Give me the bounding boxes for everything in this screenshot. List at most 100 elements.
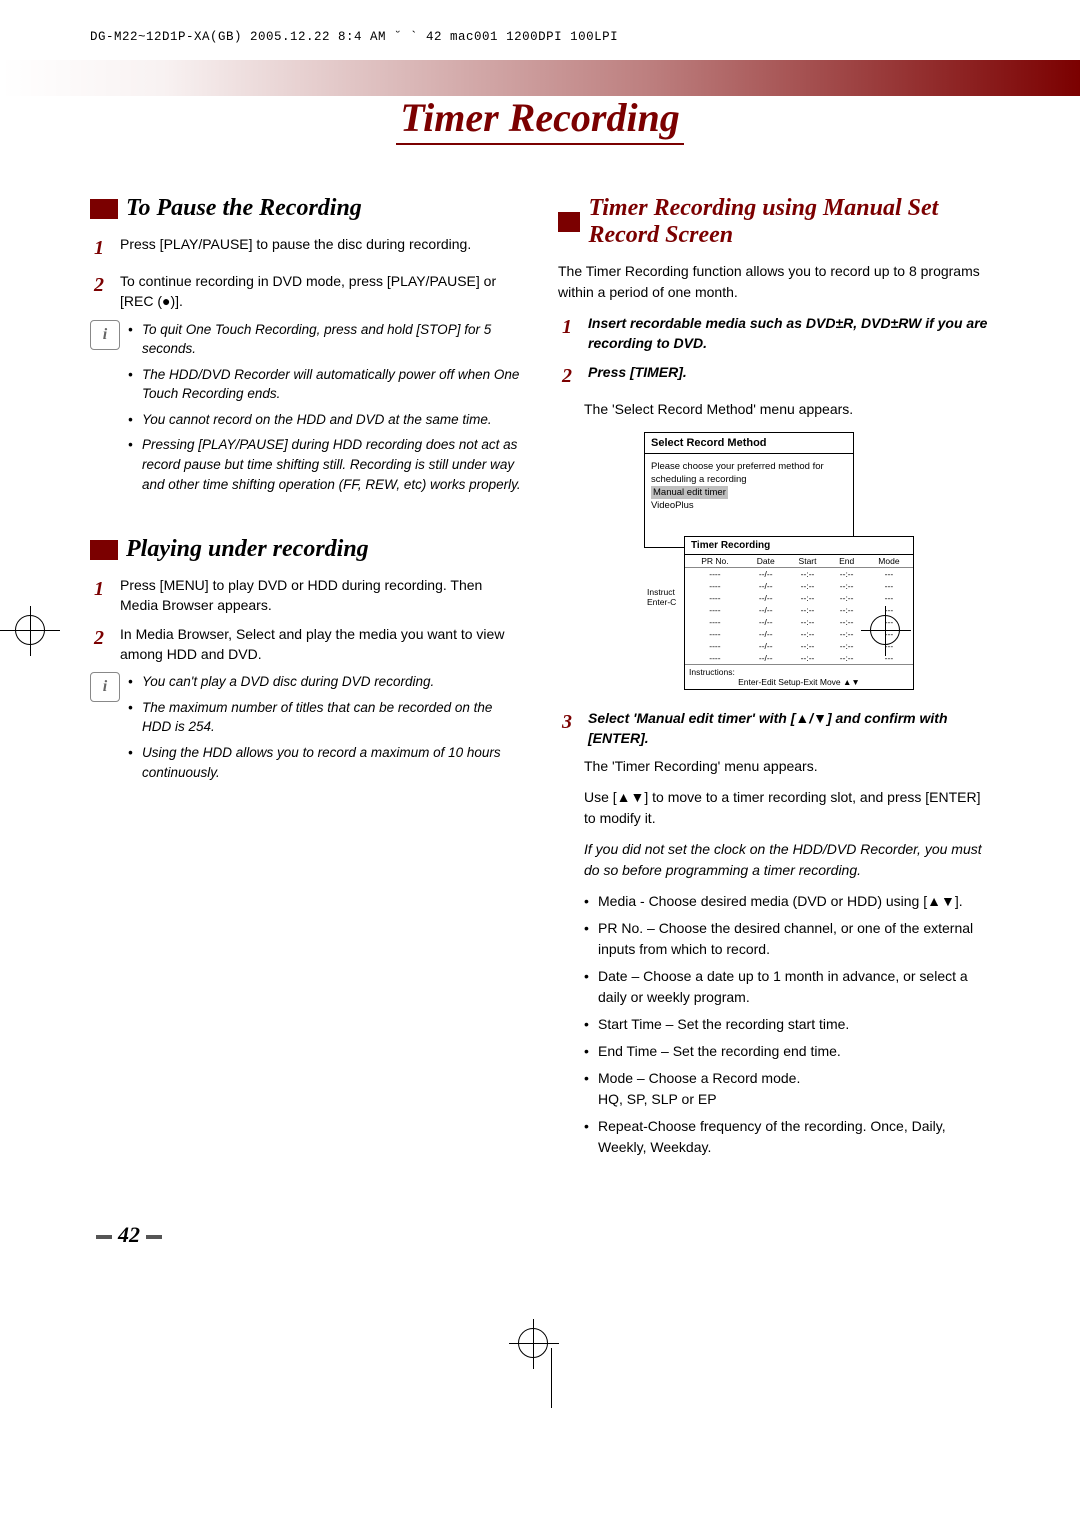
menu-footer-text: Enter-Edit Setup-Exit Move ▲▼ <box>689 677 909 687</box>
step-text: To continue recording in DVD mode, press… <box>120 271 522 312</box>
crop-mark-icon <box>870 615 900 645</box>
menu-side-label: Instruct Enter-C <box>647 587 676 607</box>
body-note: If you did not set the clock on the HDD/… <box>584 839 990 881</box>
step-number: 1 <box>94 234 120 263</box>
intro-text: The Timer Recording function allows you … <box>558 261 990 303</box>
table-cell: --:-- <box>787 604 829 616</box>
table-cell: --:-- <box>828 628 864 640</box>
table-cell: --/-- <box>745 628 787 640</box>
page-title-wrap: Timer Recording <box>90 94 990 145</box>
step-number: 1 <box>562 313 588 354</box>
note-item: Pressing [PLAY/PAUSE] during HDD recordi… <box>128 435 522 494</box>
table-cell: --/-- <box>745 580 787 592</box>
page-number: 42 <box>90 1222 168 1248</box>
body-text: The 'Select Record Method' menu appears. <box>584 399 990 420</box>
section-marker <box>558 212 580 232</box>
table-cell: --:-- <box>787 640 829 652</box>
table-cell: --:-- <box>787 616 829 628</box>
step-text: Press [MENU] to play DVD or HDD during r… <box>120 575 522 616</box>
menu-option: VideoPlus <box>651 499 847 512</box>
table-cell: ---- <box>685 616 745 628</box>
step-number: 2 <box>94 271 120 312</box>
table-cell: --- <box>865 592 913 604</box>
table-cell: ---- <box>685 567 745 580</box>
table-row: ------/----:----:----- <box>685 652 913 664</box>
step-number: 1 <box>94 575 120 616</box>
timer-table: PR No.DateStartEndMode ------/----:----:… <box>685 555 913 664</box>
table-header: PR No. <box>685 555 745 568</box>
list-item: Start Time – Set the recording start tim… <box>584 1014 990 1035</box>
step-text: Insert recordable media such as DVD±R, D… <box>588 313 990 354</box>
list-item: End Time – Set the recording end time. <box>584 1041 990 1062</box>
table-cell: ---- <box>685 604 745 616</box>
note-item: The maximum number of titles that can be… <box>128 698 522 737</box>
note-list: You can't play a DVD disc during DVD rec… <box>128 672 522 788</box>
list-item: Date – Choose a date up to 1 month in ad… <box>584 966 990 1008</box>
note-item: The HDD/DVD Recorder will automatically … <box>128 365 522 404</box>
table-header: Start <box>787 555 829 568</box>
page-title: Timer Recording <box>396 94 684 145</box>
table-cell: --/-- <box>745 640 787 652</box>
table-cell: --- <box>865 567 913 580</box>
step-text: Select 'Manual edit timer' with [▲/▼] an… <box>588 708 990 749</box>
note-list: To quit One Touch Recording, press and h… <box>128 320 522 501</box>
section-title-playing: Playing under recording <box>126 536 369 563</box>
table-cell: --:-- <box>828 567 864 580</box>
menu-text: Please choose your preferred method for … <box>651 460 847 487</box>
table-cell: --:-- <box>828 592 864 604</box>
table-row: ------/----:----:----- <box>685 580 913 592</box>
table-cell: --:-- <box>828 604 864 616</box>
body-text: Use [▲▼] to move to a timer recording sl… <box>584 787 990 829</box>
print-header: DG-M22~12D1P-XA(GB) 2005.12.22 8:4 AM ˘ … <box>90 30 990 44</box>
table-cell: --:-- <box>787 628 829 640</box>
list-item: Mode – Choose a Record mode. HQ, SP, SLP… <box>584 1068 990 1110</box>
step-number: 3 <box>562 708 588 749</box>
table-cell: ---- <box>685 628 745 640</box>
section-title-pause: To Pause the Recording <box>126 195 362 222</box>
table-cell: --/-- <box>745 567 787 580</box>
table-cell: ---- <box>685 652 745 664</box>
table-header: End <box>828 555 864 568</box>
table-cell: --:-- <box>787 567 829 580</box>
step-text: Press [PLAY/PAUSE] to pause the disc dur… <box>120 234 522 263</box>
note-item: To quit One Touch Recording, press and h… <box>128 320 522 359</box>
right-column: Timer Recording using Manual Set Record … <box>558 175 990 1164</box>
bullet-list: Media - Choose desired media (DVD or HDD… <box>584 891 990 1158</box>
table-cell: ---- <box>685 592 745 604</box>
table-header: Mode <box>865 555 913 568</box>
note-item: You can't play a DVD disc during DVD rec… <box>128 672 522 692</box>
table-row: ------/----:----:----- <box>685 604 913 616</box>
step-number: 2 <box>94 624 120 665</box>
crop-mark-icon <box>518 1328 548 1358</box>
crop-mark <box>0 630 60 631</box>
menu-option-highlight: Manual edit timer <box>651 486 728 499</box>
menu-sub-header: Timer Recording <box>685 537 913 555</box>
note-item: Using the HDD allows you to record a max… <box>128 743 522 782</box>
note-item: You cannot record on the HDD and DVD at … <box>128 410 522 430</box>
table-cell: --- <box>865 580 913 592</box>
menu-footer-text: Instructions: <box>689 667 909 677</box>
table-cell: --:-- <box>787 592 829 604</box>
list-item: PR No. – Choose the desired channel, or … <box>584 918 990 960</box>
step-number: 2 <box>562 362 588 391</box>
step-text: Press [TIMER]. <box>588 362 990 391</box>
table-cell: ---- <box>685 580 745 592</box>
table-cell: --/-- <box>745 604 787 616</box>
table-cell: --:-- <box>828 616 864 628</box>
header-gradient <box>0 60 1080 96</box>
menu-diagram: Select Record Method Please choose your … <box>644 432 904 690</box>
info-icon: i <box>90 672 120 702</box>
table-cell: --/-- <box>745 616 787 628</box>
list-item: Repeat-Choose frequency of the recording… <box>584 1116 990 1158</box>
step-text: In Media Browser, Select and play the me… <box>120 624 522 665</box>
section-marker <box>90 540 118 560</box>
table-row: ------/----:----:----- <box>685 567 913 580</box>
left-column: To Pause the Recording 1 Press [PLAY/PAU… <box>90 175 522 1164</box>
table-cell: --:-- <box>828 640 864 652</box>
body-text: The 'Timer Recording' menu appears. <box>584 756 990 777</box>
table-cell: --- <box>865 652 913 664</box>
table-row: ------/----:----:----- <box>685 592 913 604</box>
table-cell: --:-- <box>787 580 829 592</box>
table-cell: --:-- <box>828 580 864 592</box>
menu-header: Select Record Method <box>645 433 853 454</box>
